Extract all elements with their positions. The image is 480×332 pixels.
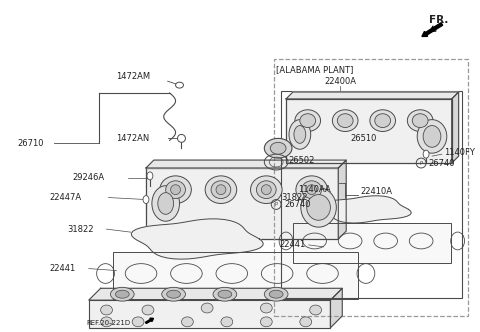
Ellipse shape <box>375 114 391 127</box>
Bar <box>281 91 462 298</box>
Ellipse shape <box>167 290 180 298</box>
Ellipse shape <box>264 287 288 301</box>
Bar <box>113 252 358 299</box>
Ellipse shape <box>147 172 153 180</box>
Ellipse shape <box>423 150 429 158</box>
Ellipse shape <box>270 142 286 154</box>
Text: 26502: 26502 <box>288 156 314 165</box>
Ellipse shape <box>294 125 306 143</box>
Ellipse shape <box>101 317 112 327</box>
Text: FR.: FR. <box>429 15 448 25</box>
Ellipse shape <box>152 186 180 221</box>
Ellipse shape <box>201 303 213 313</box>
Ellipse shape <box>110 287 134 301</box>
Bar <box>293 223 451 263</box>
Ellipse shape <box>264 138 292 158</box>
Ellipse shape <box>337 114 353 127</box>
Ellipse shape <box>332 110 358 131</box>
Text: 22410A: 22410A <box>360 187 392 196</box>
Polygon shape <box>319 196 411 223</box>
Polygon shape <box>286 92 458 99</box>
Polygon shape <box>330 288 342 328</box>
Ellipse shape <box>423 125 441 147</box>
Polygon shape <box>338 160 346 239</box>
Text: 1140AA: 1140AA <box>298 185 331 194</box>
Polygon shape <box>452 92 458 163</box>
Ellipse shape <box>221 317 233 327</box>
Ellipse shape <box>158 193 174 214</box>
Text: 22447A: 22447A <box>49 193 82 202</box>
Ellipse shape <box>115 290 129 298</box>
Text: 26740: 26740 <box>284 200 311 209</box>
Polygon shape <box>293 223 451 263</box>
Ellipse shape <box>302 181 322 199</box>
Ellipse shape <box>307 195 330 220</box>
Ellipse shape <box>132 317 144 327</box>
Polygon shape <box>146 160 346 168</box>
Text: [ALABAMA PLANT]: [ALABAMA PLANT] <box>276 65 354 74</box>
Bar <box>286 99 452 163</box>
Ellipse shape <box>251 176 282 204</box>
Ellipse shape <box>408 110 433 131</box>
Bar <box>89 300 330 328</box>
Ellipse shape <box>310 305 322 315</box>
Ellipse shape <box>307 185 317 195</box>
Ellipse shape <box>301 188 336 227</box>
Ellipse shape <box>205 176 237 204</box>
Polygon shape <box>89 300 330 328</box>
Text: 31822: 31822 <box>281 193 308 202</box>
Ellipse shape <box>289 120 311 149</box>
Ellipse shape <box>260 303 272 313</box>
Text: 26510: 26510 <box>350 134 376 143</box>
Ellipse shape <box>142 305 154 315</box>
Text: 31822: 31822 <box>67 225 94 234</box>
Ellipse shape <box>160 176 192 204</box>
Ellipse shape <box>170 185 180 195</box>
Ellipse shape <box>211 181 231 199</box>
FancyArrow shape <box>145 318 154 323</box>
Polygon shape <box>132 219 263 259</box>
Ellipse shape <box>216 185 226 195</box>
Text: P: P <box>420 161 423 166</box>
Ellipse shape <box>262 185 271 195</box>
Ellipse shape <box>412 114 428 127</box>
Bar <box>146 168 338 239</box>
Ellipse shape <box>213 287 237 301</box>
Ellipse shape <box>417 120 447 153</box>
Text: 1472AM: 1472AM <box>116 72 151 81</box>
Ellipse shape <box>296 176 327 204</box>
FancyArrow shape <box>422 23 443 37</box>
Ellipse shape <box>218 290 232 298</box>
Ellipse shape <box>181 317 193 327</box>
Text: 22441: 22441 <box>279 240 305 249</box>
Ellipse shape <box>166 181 185 199</box>
Ellipse shape <box>300 114 316 127</box>
Bar <box>274 59 468 316</box>
Text: P: P <box>275 202 278 207</box>
Text: 22441: 22441 <box>49 264 75 273</box>
Polygon shape <box>286 99 452 163</box>
Text: 1472AN: 1472AN <box>116 134 150 143</box>
Polygon shape <box>146 168 338 239</box>
Text: REF.20-221D: REF.20-221D <box>87 320 131 326</box>
Ellipse shape <box>295 110 321 131</box>
Text: 1140FY: 1140FY <box>444 148 475 157</box>
Text: 26710: 26710 <box>18 139 44 148</box>
Text: 29246A: 29246A <box>72 173 104 182</box>
Ellipse shape <box>269 290 283 298</box>
Text: 22400A: 22400A <box>324 77 356 86</box>
Ellipse shape <box>176 82 183 88</box>
Ellipse shape <box>178 134 185 142</box>
Ellipse shape <box>370 110 396 131</box>
Polygon shape <box>89 288 342 300</box>
Ellipse shape <box>300 317 312 327</box>
Text: 26740: 26740 <box>428 159 455 168</box>
Ellipse shape <box>162 287 185 301</box>
Ellipse shape <box>256 181 276 199</box>
Ellipse shape <box>143 196 149 204</box>
Ellipse shape <box>101 305 112 315</box>
Polygon shape <box>113 252 358 299</box>
Ellipse shape <box>260 317 272 327</box>
